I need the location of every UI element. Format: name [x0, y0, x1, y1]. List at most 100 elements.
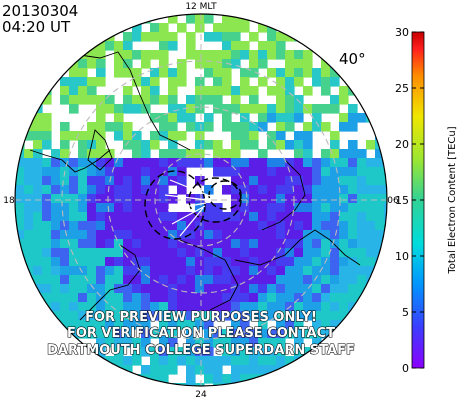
tec-cell: [366, 194, 376, 204]
tec-cell: [213, 32, 223, 42]
tec-cell: [231, 167, 241, 177]
tec-cell: [240, 365, 250, 375]
tec-cell: [69, 104, 79, 114]
tec-cell: [231, 311, 241, 321]
tec-cell: [258, 293, 268, 303]
tec-cell: [150, 311, 160, 321]
tec-cell: [42, 248, 52, 258]
tec-cell: [150, 221, 160, 231]
tec-cell: [87, 131, 97, 141]
tec-cell: [177, 68, 187, 78]
tec-cell: [375, 149, 385, 159]
tec-cell: [186, 293, 196, 303]
tec-cell: [96, 338, 106, 348]
tec-cell: [33, 113, 43, 123]
tec-cell: [60, 239, 70, 249]
tec-cell: [258, 23, 268, 33]
tec-cell: [87, 212, 97, 222]
tec-cell: [51, 266, 61, 276]
tec-cell: [177, 320, 187, 330]
tec-cell: [312, 185, 322, 195]
tec-cell: [303, 149, 313, 159]
tec-cell: [105, 167, 115, 177]
tec-cell: [321, 212, 331, 222]
tec-cell: [303, 275, 313, 285]
tec-cell: [78, 86, 88, 96]
tec-cell: [204, 302, 214, 312]
tec-cell: [87, 176, 97, 186]
tec-cell: [60, 131, 70, 141]
tec-cell: [240, 293, 250, 303]
tec-cell: [276, 68, 286, 78]
tec-cell: [150, 32, 160, 42]
tec-cell: [240, 212, 250, 222]
tec-cell: [222, 302, 232, 312]
tec-cell: [78, 320, 88, 330]
tec-cell: [186, 302, 196, 312]
tec-cell: [132, 293, 142, 303]
tec-cell: [240, 239, 250, 249]
tec-cell: [60, 284, 70, 294]
tec-cell: [87, 95, 97, 105]
tec-cell: [312, 293, 322, 303]
tec-cell: [195, 203, 205, 213]
tec-cell: [330, 77, 340, 87]
tec-cell: [96, 77, 106, 87]
tec-cell: [294, 293, 304, 303]
tec-cell: [141, 320, 151, 330]
tec-cell: [285, 329, 295, 339]
tec-cell: [339, 158, 349, 168]
tec-cell: [168, 239, 178, 249]
tec-cell: [222, 122, 232, 132]
tec-cell: [267, 365, 277, 375]
tec-cell: [267, 131, 277, 141]
tec-cell: [213, 77, 223, 87]
tec-cell: [159, 293, 169, 303]
tec-cell: [303, 158, 313, 168]
tec-cell: [321, 230, 331, 240]
tec-cell: [87, 230, 97, 240]
tec-cell: [114, 212, 124, 222]
tec-cell: [375, 158, 385, 168]
tec-cell: [258, 221, 268, 231]
tec-cell: [366, 176, 376, 186]
tec-cell: [24, 194, 34, 204]
tec-cell: [60, 266, 70, 276]
tec-cell: [51, 302, 61, 312]
tec-cell: [375, 185, 385, 195]
tec-cell: [321, 329, 331, 339]
tec-cell: [240, 104, 250, 114]
tec-cell: [123, 311, 133, 321]
tec-cell: [348, 185, 358, 195]
tec-cell: [69, 158, 79, 168]
tec-cell: [285, 68, 295, 78]
tec-cell: [213, 311, 223, 321]
tec-cell: [132, 356, 142, 366]
tec-cell: [285, 86, 295, 96]
tec-cell: [312, 194, 322, 204]
tec-cell: [294, 77, 304, 87]
tec-cell: [294, 248, 304, 258]
tec-cell: [339, 86, 349, 96]
tec-cell: [51, 248, 61, 258]
tec-cell: [123, 95, 133, 105]
tec-cell: [195, 257, 205, 267]
tec-cell: [159, 347, 169, 357]
tec-cell: [240, 41, 250, 51]
tec-cell: [150, 23, 160, 33]
tec-cell: [357, 185, 367, 195]
tec-cell: [285, 158, 295, 168]
tec-cell: [222, 68, 232, 78]
tec-cell: [384, 230, 387, 240]
tec-cell: [231, 140, 241, 150]
tec-cell: [204, 320, 214, 330]
tec-cell: [222, 212, 232, 222]
tec-cell: [267, 302, 277, 312]
tec-cell: [195, 212, 205, 222]
tec-cell: [204, 365, 214, 375]
tec-cell: [303, 221, 313, 231]
tec-cell: [258, 77, 268, 87]
map-border: [14, 13, 388, 387]
tec-cell: [60, 122, 70, 132]
